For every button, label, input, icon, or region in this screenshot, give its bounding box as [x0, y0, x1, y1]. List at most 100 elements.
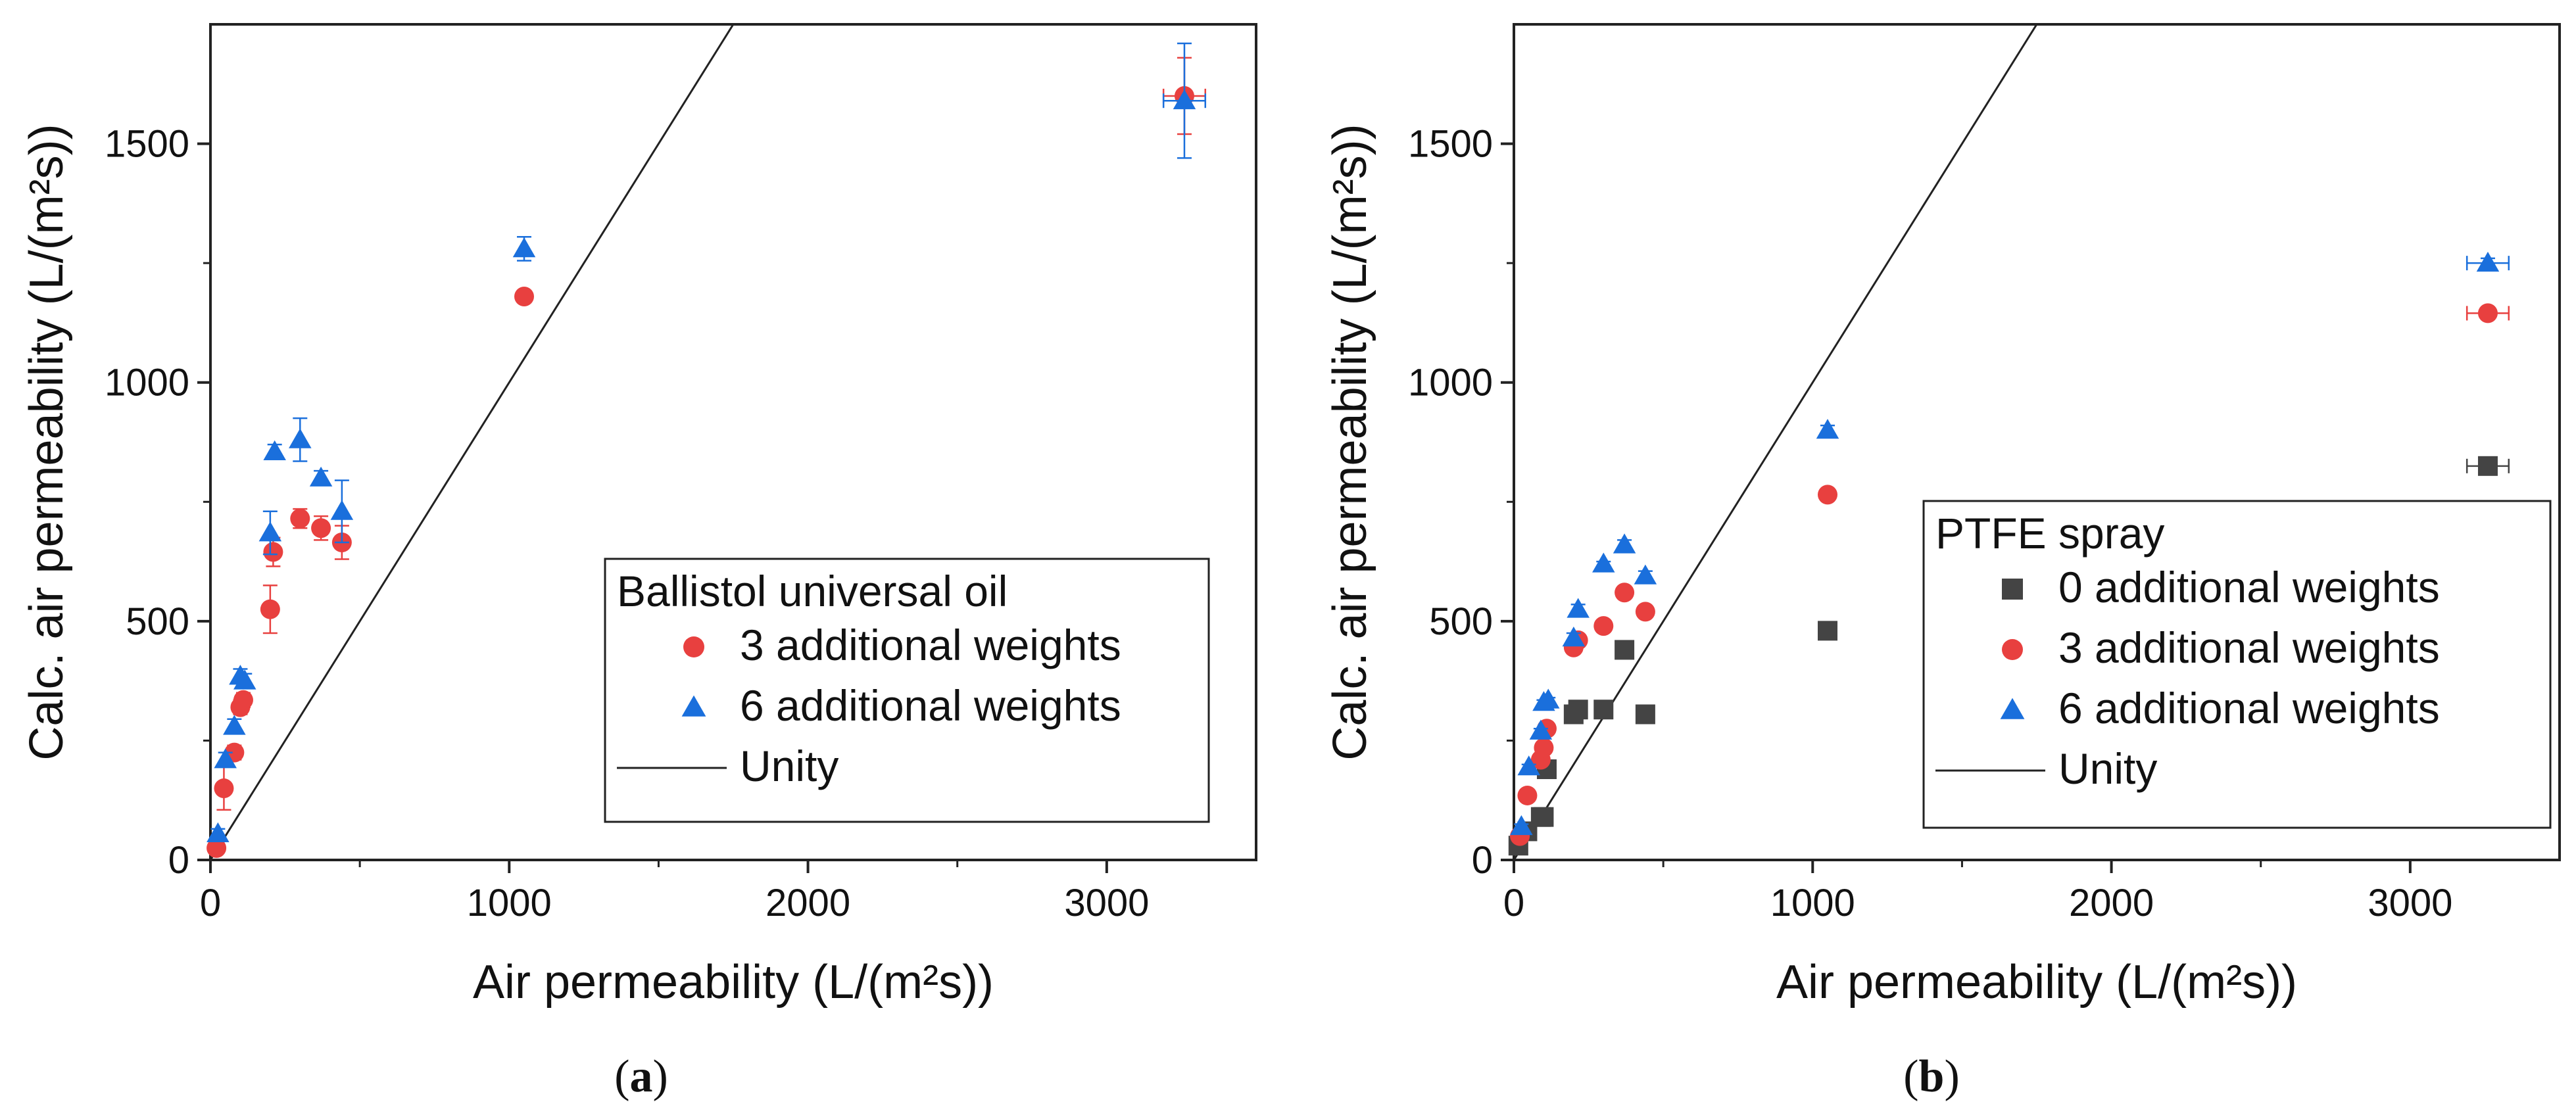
x-tick-label: 0	[200, 882, 221, 924]
legend-marker	[2002, 579, 2023, 600]
data-point	[214, 748, 237, 769]
data-point	[289, 428, 312, 448]
data-point	[514, 286, 534, 306]
data-point	[2477, 456, 2498, 476]
data-point	[1818, 485, 1837, 505]
data-point	[207, 822, 230, 842]
panel-caption: (b)	[1903, 1051, 1960, 1102]
data-point	[1593, 700, 1614, 720]
data-point	[1510, 815, 1533, 836]
data-point	[2476, 251, 2500, 272]
x-tick-label: 3000	[1064, 882, 1149, 924]
legend-marker	[2000, 698, 2025, 719]
legend-marker	[681, 695, 706, 717]
y-tick-label: 1000	[105, 362, 189, 404]
series-triangle	[1510, 251, 2510, 836]
data-point	[1615, 583, 1635, 603]
chart-panel-a: 0 1000 2000 3000 0 500 1000 1500 Air permeabilit…	[20, 23, 1257, 1102]
legend-box	[604, 558, 1210, 823]
data-point	[311, 518, 331, 538]
data-point	[258, 521, 282, 542]
y-tick-label: 0	[168, 839, 189, 882]
legend-label: 0 additional weights	[2058, 563, 2440, 611]
data-point	[290, 508, 310, 529]
data-point	[1816, 419, 1839, 439]
data-point	[330, 500, 354, 520]
legend-label: 6 additional weights	[740, 681, 1121, 730]
data-point	[1534, 738, 1554, 758]
data-point	[233, 669, 256, 690]
data-point	[1635, 704, 1655, 725]
y-axis-label: Calc. air permeability (L/(m²s))	[1324, 124, 1376, 760]
legend-marker	[683, 636, 704, 657]
data-point	[2477, 303, 2498, 323]
series-triangle	[207, 42, 1207, 842]
data-point	[1593, 616, 1614, 636]
legend-label: 3 additional weights	[2058, 623, 2440, 672]
data-point	[223, 715, 246, 735]
data-point	[1536, 688, 1560, 709]
data-point	[1567, 598, 1590, 618]
x-tick-label: 2000	[2069, 882, 2154, 924]
unity-line	[210, 24, 735, 860]
data-point	[263, 440, 286, 460]
caption-letter: b	[1919, 1051, 1945, 1102]
legend-label: 3 additional weights	[740, 621, 1121, 669]
legend: Ballistol universal oil 3 additional weig…	[604, 558, 1210, 823]
legend-label: Unity	[2058, 744, 2157, 793]
legend-title: Ballistol universal oil	[617, 567, 1008, 615]
data-point	[309, 466, 333, 487]
data-point	[1534, 807, 1554, 827]
data-point	[214, 778, 234, 799]
data-point	[1568, 700, 1588, 720]
y-tick-label: 500	[1429, 600, 1493, 643]
legend: PTFE spray 0 additional weights 3 addition…	[1922, 500, 2552, 829]
caption-paren: (	[614, 1051, 629, 1102]
caption-paren: )	[653, 1051, 668, 1102]
y-tick-label: 1000	[1408, 362, 1493, 404]
x-axis-label: Air permeability (L/(m²s))	[1776, 956, 2297, 1009]
legend-label: 6 additional weights	[2058, 684, 2440, 732]
legend-title: PTFE spray	[1935, 509, 2164, 558]
caption-paren: )	[1944, 1051, 1959, 1102]
data-point	[1635, 602, 1655, 622]
data-point	[1613, 533, 1636, 554]
legend-label: Unity	[740, 742, 838, 790]
series-circle	[207, 57, 1207, 858]
x-tick-label: 2000	[766, 882, 850, 924]
data-point	[1529, 719, 1553, 740]
y-axis-label: Calc. air permeability (L/(m²s))	[20, 124, 73, 760]
data-point	[1615, 640, 1635, 660]
data-point	[233, 690, 253, 710]
data-point	[207, 838, 227, 858]
legend-marker	[2002, 639, 2023, 660]
data-point	[1592, 552, 1615, 573]
x-tick-label: 1000	[467, 882, 552, 924]
unity-line	[1514, 24, 2038, 860]
chart-panel-b: 0 1000 2000 3000 0 500 1000 1500 Air permeabilit…	[1324, 23, 2561, 1102]
x-axis-label: Air permeability (L/(m²s))	[473, 956, 994, 1009]
caption-letter: a	[630, 1051, 653, 1102]
data-point	[1818, 621, 1837, 641]
y-tick-label: 500	[126, 600, 189, 643]
data-point	[1173, 89, 1196, 110]
data-point	[1517, 755, 1540, 776]
data-point	[1634, 564, 1657, 584]
x-tick-label: 1000	[1770, 882, 1855, 924]
legend-box	[1922, 500, 2552, 829]
y-tick-label: 0	[1472, 839, 1493, 882]
data-point	[1517, 785, 1538, 805]
y-tick-label: 1500	[1408, 123, 1493, 166]
series-square	[1508, 456, 2510, 856]
panel-caption: (a)	[614, 1051, 668, 1102]
data-point	[260, 599, 280, 619]
x-tick-label: 0	[1503, 882, 1524, 924]
x-tick-label: 3000	[2368, 882, 2452, 924]
data-point	[1562, 627, 1586, 647]
data-point	[263, 542, 283, 562]
data-point	[512, 237, 536, 258]
y-tick-label: 1500	[105, 123, 189, 166]
caption-paren: (	[1903, 1051, 1918, 1102]
